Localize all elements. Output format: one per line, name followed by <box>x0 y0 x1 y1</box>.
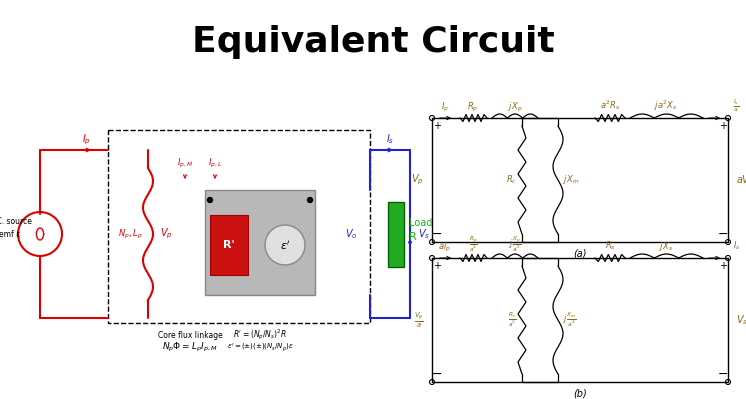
Text: $\frac{I_s}{a}$: $\frac{I_s}{a}$ <box>733 97 739 114</box>
Text: $jX_p$: $jX_p$ <box>508 101 522 113</box>
Text: $V_p$: $V_p$ <box>160 227 172 241</box>
Text: $j\frac{X_p}{a^2}$: $j\frac{X_p}{a^2}$ <box>509 235 521 254</box>
Text: $\varepsilon'$$=(\pm)(\pm)(N_s/N_p)\varepsilon$: $\varepsilon'$$=(\pm)(\pm)(N_s/N_p)\vare… <box>227 342 293 354</box>
Text: $I_{p,M}$: $I_{p,M}$ <box>177 156 193 170</box>
Circle shape <box>265 225 305 265</box>
Circle shape <box>307 198 313 203</box>
Circle shape <box>726 379 730 385</box>
Text: $R_c$: $R_c$ <box>506 174 517 186</box>
Text: $j\frac{X_m}{a^2}$: $j\frac{X_m}{a^2}$ <box>563 311 577 329</box>
Text: $V_p$: $V_p$ <box>411 173 424 187</box>
Text: $I_p$: $I_p$ <box>81 132 90 147</box>
Text: $V_s$: $V_s$ <box>736 313 746 327</box>
Text: Equivalent Circuit: Equivalent Circuit <box>192 25 554 59</box>
Text: −: − <box>718 227 728 241</box>
Text: $aV_s$: $aV_s$ <box>736 173 746 187</box>
Text: $V_o$: $V_o$ <box>345 227 357 241</box>
Text: R: R <box>409 232 417 242</box>
Circle shape <box>726 239 730 245</box>
Text: $I_p$: $I_p$ <box>441 101 449 113</box>
Text: $a^2R_s$: $a^2R_s$ <box>600 99 620 113</box>
Text: $N_p\Phi=L_pI_{p,M}$: $N_p\Phi=L_pI_{p,M}$ <box>162 342 218 354</box>
Text: A.C. source: A.C. source <box>0 217 31 226</box>
Text: −: − <box>718 367 728 381</box>
Text: (a): (a) <box>573 248 587 258</box>
Text: $\varepsilon'$: $\varepsilon'$ <box>280 239 290 251</box>
Text: Core flux linkage: Core flux linkage <box>157 331 222 340</box>
Text: $\frac{R_c}{a^2}$: $\frac{R_c}{a^2}$ <box>508 311 517 329</box>
Text: −: − <box>432 227 442 241</box>
Circle shape <box>726 255 730 261</box>
Text: $jX_m$: $jX_m$ <box>563 174 580 186</box>
Circle shape <box>430 239 434 245</box>
Circle shape <box>726 115 730 120</box>
Text: $V_s$: $V_s$ <box>418 227 430 241</box>
Text: R': R' <box>223 240 235 250</box>
Text: +: + <box>433 121 441 131</box>
Text: $I_s$: $I_s$ <box>733 240 741 253</box>
Bar <box>108 130 370 323</box>
Text: −: − <box>432 367 442 381</box>
Text: $jX_s$: $jX_s$ <box>659 240 673 253</box>
Text: $I_s$: $I_s$ <box>386 132 394 146</box>
Text: $\frac{V_p}{a}$: $\frac{V_p}{a}$ <box>414 310 424 330</box>
Text: (b): (b) <box>573 388 587 398</box>
Text: $I_{p,L}$: $I_{p,L}$ <box>208 156 222 170</box>
Text: $ja^2X_s$: $ja^2X_s$ <box>654 99 677 113</box>
Text: $aI_p$: $aI_p$ <box>439 241 451 253</box>
Bar <box>388 202 404 267</box>
Circle shape <box>430 115 434 120</box>
Circle shape <box>207 198 213 203</box>
Bar <box>205 190 315 295</box>
Text: $N_p, L_p$: $N_p, L_p$ <box>118 227 142 241</box>
Circle shape <box>430 255 434 261</box>
Text: Load: Load <box>409 218 433 228</box>
Text: $R_s$: $R_s$ <box>604 240 615 253</box>
Text: +: + <box>719 121 727 131</box>
Text: $\frac{R_p}{a^2}$: $\frac{R_p}{a^2}$ <box>468 235 477 254</box>
Text: +: + <box>433 261 441 271</box>
Text: $R_p$: $R_p$ <box>467 101 479 113</box>
Circle shape <box>430 379 434 385</box>
Text: +: + <box>719 261 727 271</box>
Text: emf ε: emf ε <box>0 230 21 239</box>
Bar <box>210 215 248 275</box>
Text: $R'=(N_p/N_s)^2R$: $R'=(N_p/N_s)^2R$ <box>233 328 287 342</box>
